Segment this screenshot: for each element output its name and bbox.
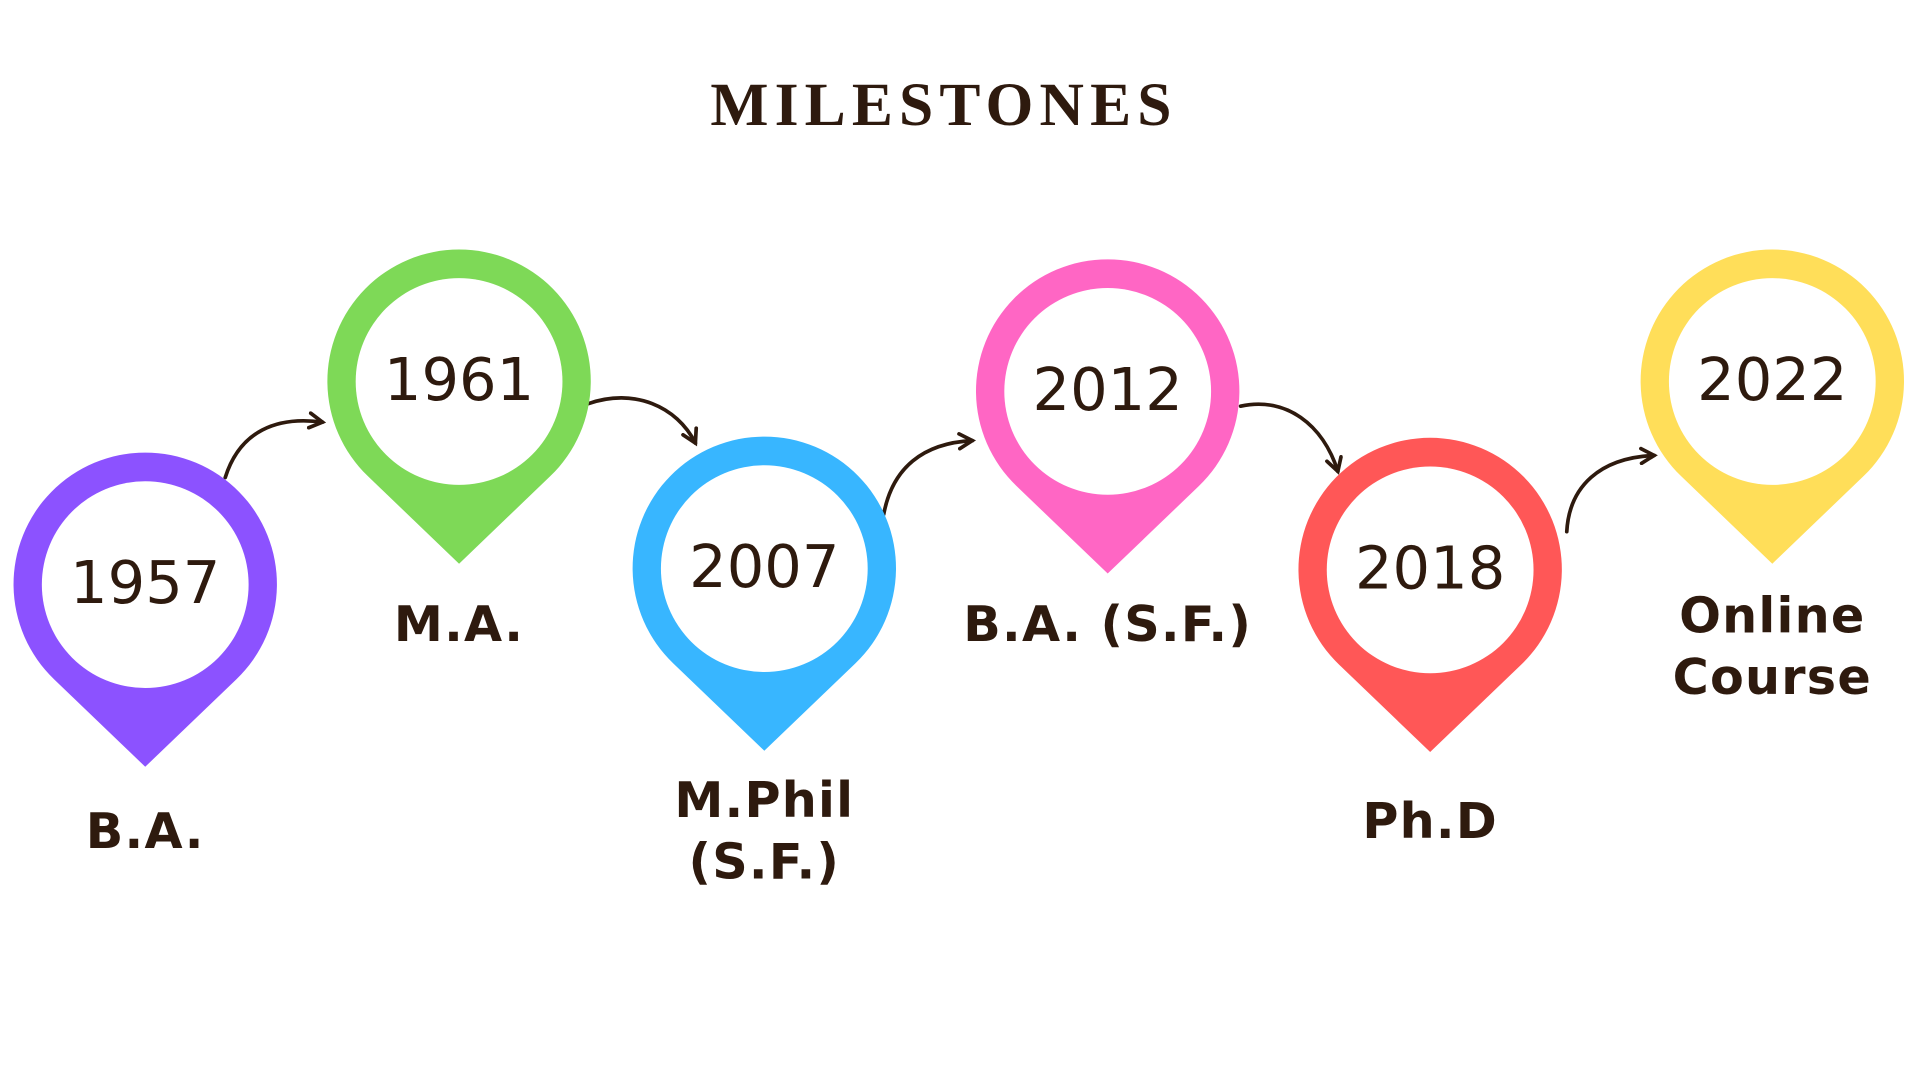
- milestone-label: Course: [1673, 648, 1872, 706]
- milestone-label: B.A. (S.F.): [963, 595, 1252, 653]
- milestone-label: (S.F.): [689, 833, 841, 891]
- arrow: [1564, 446, 1658, 534]
- pin-center: [355, 278, 563, 485]
- pin-center: [1326, 466, 1534, 674]
- arrow: [223, 411, 327, 480]
- pins: 1957 B.A. 1961 M.A. 2007 M.Phil(S.F.) 2012 B.A.…: [13, 249, 1904, 891]
- milestone-label: M.A.: [394, 595, 524, 653]
- milestone-label: B.A.: [86, 802, 205, 860]
- title: MILESTONES: [710, 71, 1177, 139]
- pin-center: [1668, 278, 1876, 485]
- year: 1961: [384, 345, 534, 414]
- year: 2018: [1355, 533, 1505, 602]
- arrows: [223, 396, 1658, 534]
- year: 2012: [1033, 355, 1183, 424]
- arrow: [881, 432, 977, 517]
- year: 2007: [689, 532, 839, 601]
- pin-center: [660, 465, 868, 672]
- milestone-label: M.Phil: [674, 771, 854, 829]
- milestone-label: Ph.D: [1362, 792, 1498, 850]
- arrow: [1238, 402, 1343, 475]
- year: 2022: [1697, 345, 1847, 414]
- pin-center: [1004, 288, 1212, 495]
- pin-center: [41, 481, 249, 688]
- milestone-label: Online: [1679, 587, 1865, 645]
- year: 1957: [70, 548, 220, 617]
- arrow: [586, 396, 699, 447]
